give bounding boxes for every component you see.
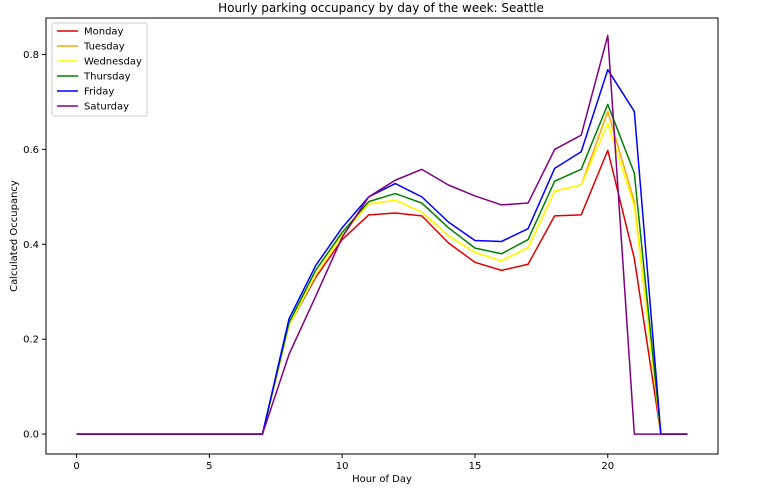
x-axis-label: Hour of Day [352, 474, 412, 485]
legend-label-wednesday: Wednesday [84, 57, 142, 68]
y-tick-label: 0.4 [23, 240, 39, 251]
chart-title: Hourly parking occupancy by day of the w… [218, 1, 544, 15]
x-tick-label: 15 [469, 461, 482, 472]
series-line-thursday [76, 103, 688, 435]
x-tick-label: 0 [73, 461, 79, 472]
y-tick-label: 0.6 [23, 145, 39, 156]
series-line-tuesday [76, 110, 688, 435]
y-tick-label: 0.8 [23, 50, 39, 61]
plot-area-frame [45, 17, 719, 455]
legend-label-monday: Monday [84, 27, 124, 38]
x-tick-label: 5 [206, 461, 212, 472]
x-tick-label: 20 [601, 461, 614, 472]
series-line-saturday [76, 34, 688, 435]
legend-label-tuesday: Tuesday [83, 42, 125, 53]
y-tick-label: 0.0 [23, 430, 39, 441]
series-layer [76, 34, 688, 435]
y-tick-label: 0.2 [23, 335, 39, 346]
series-line-monday [76, 149, 688, 435]
legend-label-thursday: Thursday [83, 72, 131, 83]
x-ticks: 0 5 10 15 20 [73, 454, 614, 472]
x-tick-label: 10 [336, 461, 349, 472]
legend-label-saturday: Saturday [84, 102, 129, 113]
series-line-wednesday [76, 122, 688, 435]
series-line-friday [76, 68, 688, 435]
y-ticks: 0.0 0.2 0.4 0.6 0.8 [23, 50, 46, 441]
legend-label-friday: Friday [84, 87, 114, 98]
legend: Monday Tuesday Wednesday Thursday Friday Satu… [51, 22, 148, 117]
y-axis-label: Calculated Occupancy [9, 180, 20, 292]
